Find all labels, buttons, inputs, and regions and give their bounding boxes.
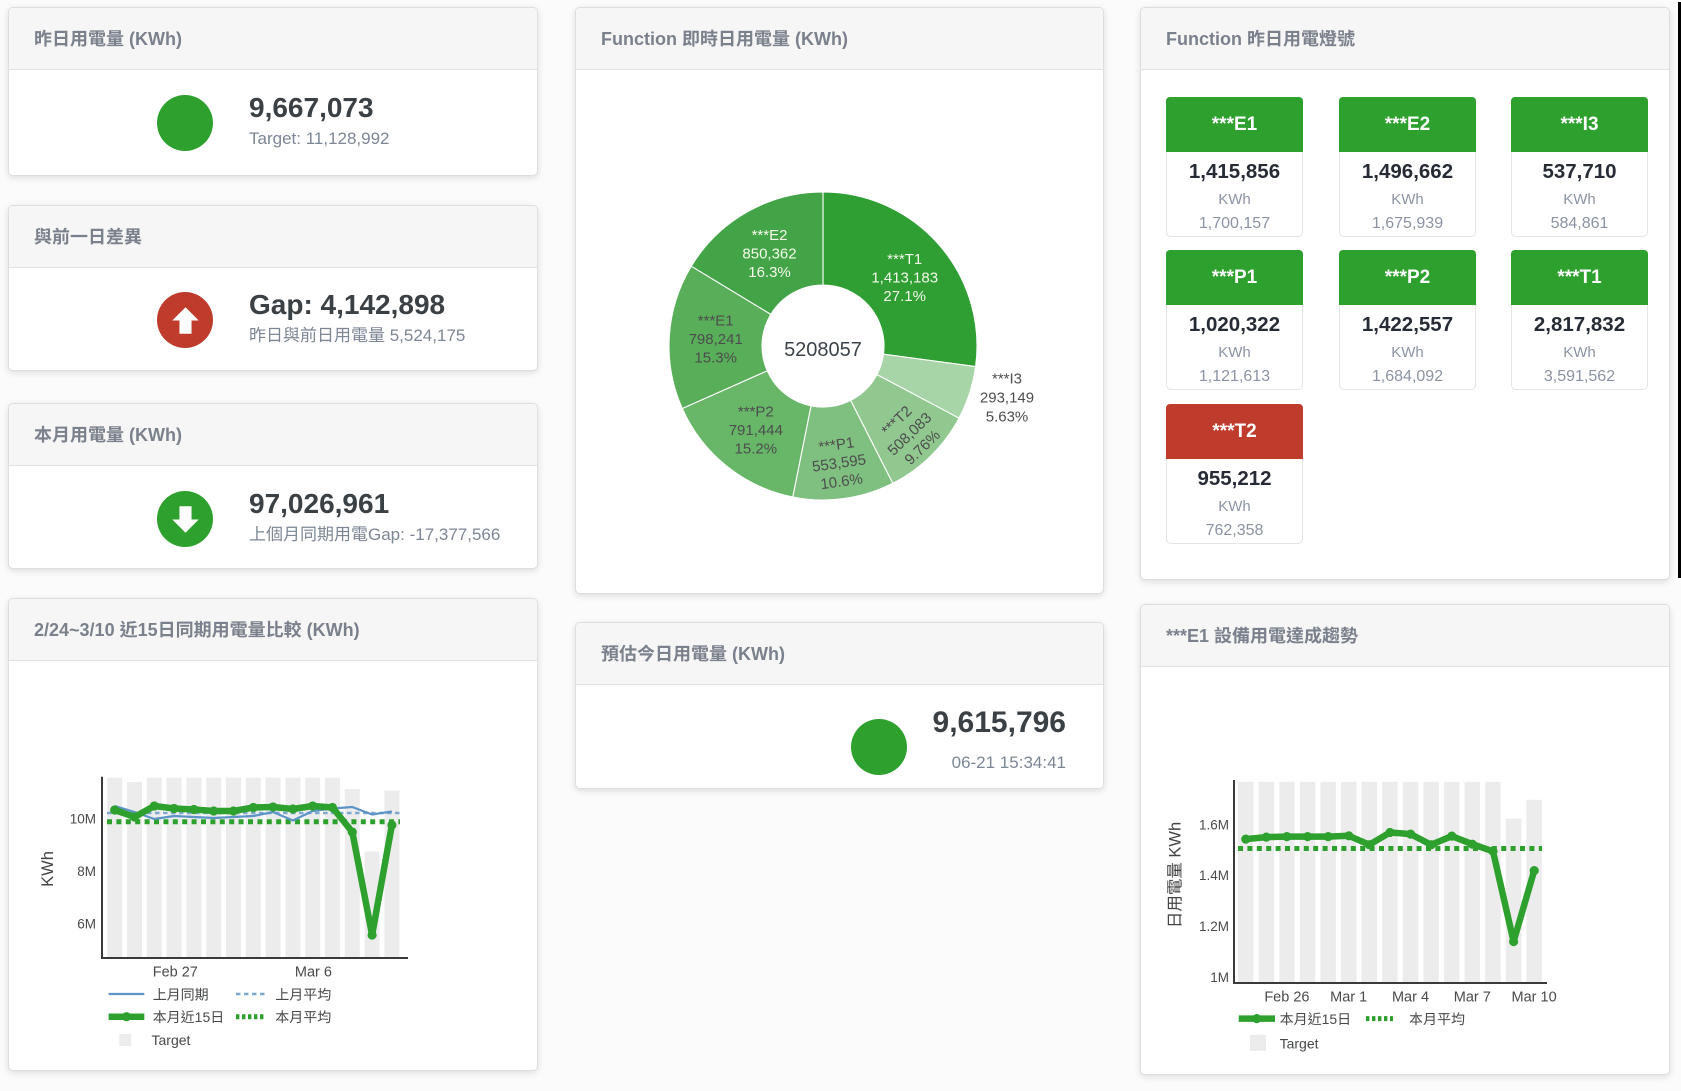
svg-text:1.6M: 1.6M: [1199, 817, 1229, 832]
svg-text:***I3: ***I3: [992, 371, 1022, 388]
svg-text:6M: 6M: [77, 917, 96, 932]
svg-text:Mar 1: Mar 1: [1330, 990, 1367, 1006]
svg-text:本月平均: 本月平均: [275, 1009, 331, 1025]
svg-text:1,413,183: 1,413,183: [871, 270, 938, 287]
svg-text:10M: 10M: [70, 812, 96, 827]
svg-text:Feb 27: Feb 27: [153, 965, 198, 981]
svg-text:791,444: 791,444: [729, 422, 783, 439]
svg-text:1.2M: 1.2M: [1199, 919, 1229, 934]
svg-text:1M: 1M: [1210, 970, 1229, 985]
svg-text:15.3%: 15.3%: [694, 350, 737, 367]
svg-text:Feb 26: Feb 26: [1264, 990, 1309, 1006]
svg-text:***T1: ***T1: [887, 251, 922, 268]
svg-text:***P1: ***P1: [818, 434, 856, 456]
svg-text:1.4M: 1.4M: [1199, 868, 1229, 883]
svg-text:Mar 7: Mar 7: [1454, 990, 1491, 1006]
svg-text:日用電量 KWh: 日用電量 KWh: [1166, 822, 1184, 928]
svg-text:293,149: 293,149: [980, 390, 1034, 407]
svg-text:27.1%: 27.1%: [883, 288, 926, 305]
svg-text:850,362: 850,362: [742, 246, 796, 263]
svg-text:5.63%: 5.63%: [986, 409, 1029, 426]
svg-text:Mar 4: Mar 4: [1392, 990, 1429, 1006]
svg-text:Target: Target: [1280, 1036, 1319, 1052]
svg-text:本月近15日: 本月近15日: [1280, 1011, 1352, 1027]
svg-text:5208057: 5208057: [784, 339, 862, 361]
svg-text:***E1: ***E1: [698, 313, 734, 330]
svg-text:798,241: 798,241: [689, 331, 743, 348]
svg-text:***E2: ***E2: [752, 227, 788, 244]
svg-text:本月平均: 本月平均: [1409, 1011, 1465, 1027]
svg-text:KWh: KWh: [39, 851, 57, 887]
svg-text:本月近15日: 本月近15日: [153, 1009, 225, 1025]
svg-text:16.3%: 16.3%: [748, 264, 791, 281]
svg-text:Target: Target: [152, 1032, 191, 1048]
svg-text:8M: 8M: [77, 864, 96, 879]
svg-text:上月同期: 上月同期: [153, 987, 209, 1003]
svg-text:15.2%: 15.2%: [735, 441, 778, 458]
svg-text:上月平均: 上月平均: [275, 987, 331, 1003]
svg-text:10.6%: 10.6%: [819, 470, 863, 493]
svg-text:***P2: ***P2: [738, 404, 774, 421]
svg-text:Mar 6: Mar 6: [295, 965, 332, 981]
svg-text:Mar 10: Mar 10: [1512, 990, 1557, 1006]
